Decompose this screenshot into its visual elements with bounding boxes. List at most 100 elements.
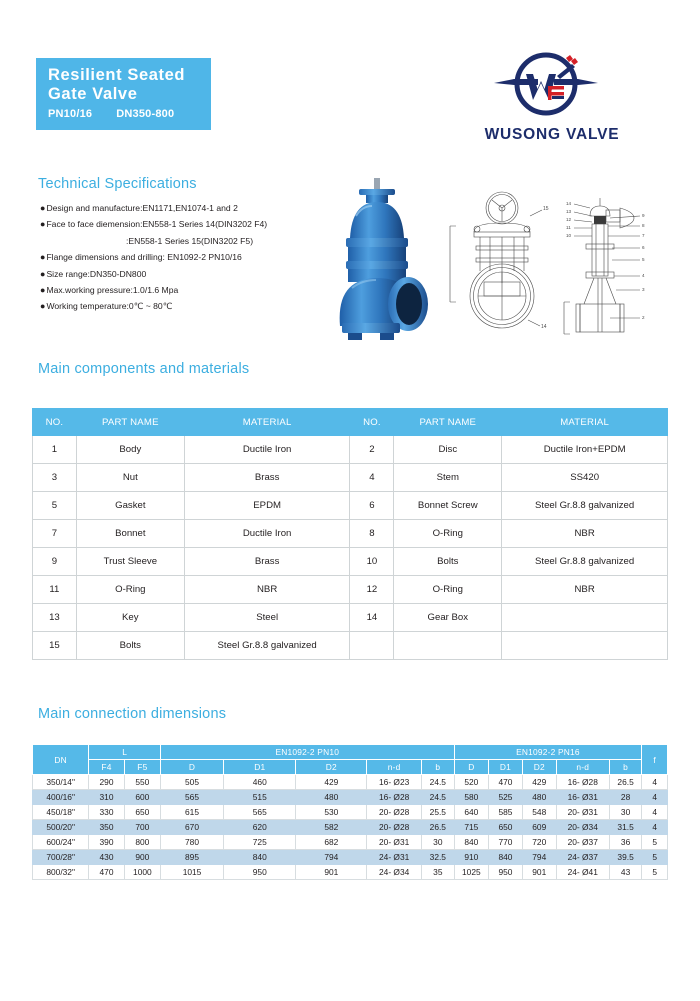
- cell-pn10-d: 895: [159, 849, 225, 865]
- table-row: 13 Key Steel 14 Gear Box: [32, 603, 668, 632]
- col-material-1: MATERIAL: [183, 408, 351, 436]
- cell-material: [501, 603, 668, 632]
- svg-text:3: 3: [642, 287, 645, 292]
- spec-item: ●Flange dimensions and drilling: EN1092-…: [40, 249, 350, 265]
- cell-f5: 900: [123, 849, 161, 865]
- svg-text:14: 14: [566, 201, 572, 206]
- col-pn16-d2: D2: [521, 759, 557, 775]
- col-group-pn16: EN1092-2 PN16: [453, 744, 643, 760]
- cell-material: SS420: [501, 463, 668, 492]
- cell-pn10-d1: 840: [223, 849, 297, 865]
- cell-dn: 450/18": [31, 804, 90, 820]
- cell-dn: 500/20": [31, 819, 90, 835]
- product-title-banner: Resilient Seated Gate Valve PN10/16 DN350…: [36, 58, 211, 130]
- cell-f: 5: [641, 849, 668, 865]
- cell-pn16-d1: 950: [488, 864, 523, 880]
- cell-pn16-d1: 840: [488, 849, 523, 865]
- technical-drawings: 15 14 14 13: [449, 191, 645, 335]
- bullet-icon: ●: [40, 219, 46, 230]
- cell-pn16-nd: 24- Ø37: [555, 849, 610, 865]
- cell-f5: 700: [123, 819, 161, 835]
- cell-material: NBR: [183, 575, 351, 604]
- cell-part: O-Ring: [75, 575, 185, 604]
- cell-pn10-d2: 582: [295, 819, 368, 835]
- cell-pn10-d: 615: [159, 804, 225, 820]
- cell-pn10-nd: 20- Ø28: [366, 804, 423, 820]
- col-pn10-b: b: [421, 759, 455, 775]
- bullet-icon: ●: [40, 252, 46, 263]
- cell-part: Body: [75, 435, 185, 464]
- drawing-front-view: 15 14: [449, 191, 549, 330]
- spec-text: Face to face diemension:EN558-1 Series 1…: [46, 219, 268, 230]
- cell-dn: 400/16": [31, 789, 90, 805]
- cell-f4: 430: [88, 849, 125, 865]
- col-group-pn10: EN1092-2 PN10: [159, 744, 455, 760]
- cell-pn16-d: 1025: [453, 864, 490, 880]
- cell-no: 11: [32, 575, 77, 604]
- cell-f4: 330: [88, 804, 125, 820]
- cell-pn16-b: 43: [608, 864, 643, 880]
- cell-part: Bolts: [393, 547, 503, 576]
- table-header-group-row: DN L EN1092-2 PN10 EN1092-2 PN16 f: [31, 744, 668, 775]
- cell-f5: 550: [123, 774, 161, 790]
- cell-material: Brass: [183, 547, 351, 576]
- cell-part: Gear Box: [393, 603, 503, 632]
- col-pn16-b: b: [608, 759, 643, 775]
- table-row: 9 Trust Sleeve Brass 10 Bolts Steel Gr.8…: [32, 547, 668, 576]
- cell-pn10-d1: 950: [223, 864, 297, 880]
- col-no-1: NO.: [32, 408, 77, 436]
- cell-pn10-d1: 515: [223, 789, 297, 805]
- col-dn: DN: [31, 744, 90, 775]
- cell-part: Trust Sleeve: [75, 547, 185, 576]
- cell-part: Stem: [393, 463, 503, 492]
- bullet-icon: ●: [40, 203, 46, 213]
- cell-pn10-nd: 20- Ø31: [366, 834, 423, 850]
- svg-text:7: 7: [642, 233, 645, 238]
- cell-pn16-d1: 525: [488, 789, 523, 805]
- specifications-list: ●Design and manufacture:EN1171,EN1074-1 …: [40, 200, 350, 315]
- col-f: f: [641, 744, 668, 775]
- cell-pn10-d: 565: [159, 789, 225, 805]
- spec-item-continuation: :EN558-1 Series 15(DIN3202 F5): [40, 233, 350, 249]
- svg-text:4: 4: [642, 273, 645, 278]
- svg-text:11: 11: [566, 225, 571, 230]
- spec-item: ●Design and manufacture:EN1171,EN1074-1 …: [40, 200, 350, 216]
- table-row: 600/24" 390 800 780 725 682 20- Ø31 30 8…: [31, 834, 668, 850]
- cell-no: 13: [32, 603, 77, 632]
- cell-f5: 800: [123, 834, 161, 850]
- cell-pn10-d1: 565: [223, 804, 297, 820]
- col-pn10-nd: n-d: [366, 759, 423, 775]
- col-no-2: NO.: [349, 408, 395, 436]
- cell-material: NBR: [501, 519, 668, 548]
- cell-pn16-b: 39.5: [608, 849, 643, 865]
- cell-pn10-b: 32.5: [421, 849, 455, 865]
- cell-dn: 600/24": [31, 834, 90, 850]
- cell-pn16-d: 715: [453, 819, 490, 835]
- cell-pn10-d1: 460: [223, 774, 297, 790]
- cell-dn: 350/14": [31, 774, 90, 790]
- product-title-line1: Resilient Seated: [48, 66, 186, 84]
- cell-pn16-d2: 794: [521, 849, 557, 865]
- cell-part: [393, 631, 503, 660]
- col-f4: F4: [88, 759, 125, 775]
- cell-material: Steel Gr.8.8 galvanized: [501, 491, 668, 520]
- cell-pn10-d1: 620: [223, 819, 297, 835]
- table-row: 500/20" 350 700 670 620 582 20- Ø28 26.5…: [31, 819, 668, 835]
- col-part-name-2: PART NAME: [393, 408, 503, 436]
- cell-pn16-d: 640: [453, 804, 490, 820]
- cell-pn10-d2: 429: [295, 774, 368, 790]
- cell-pn16-d1: 470: [488, 774, 523, 790]
- spec-text: Size range:DN350-DN800: [46, 268, 147, 279]
- valve-product-image: [339, 178, 428, 340]
- cell-pn16-nd: 24- Ø41: [555, 864, 610, 880]
- cell-pn10-b: 26.5: [421, 819, 455, 835]
- cell-pn10-d2: 480: [295, 789, 368, 805]
- cell-pn16-nd: 16- Ø28: [555, 774, 610, 790]
- cell-part: O-Ring: [393, 575, 503, 604]
- cell-pn10-d: 505: [159, 774, 225, 790]
- cell-no: 10: [349, 547, 395, 576]
- cell-no: 2: [349, 435, 395, 464]
- svg-text:5: 5: [642, 257, 645, 262]
- cell-no: 14: [349, 603, 395, 632]
- col-group-l: L: [88, 744, 161, 760]
